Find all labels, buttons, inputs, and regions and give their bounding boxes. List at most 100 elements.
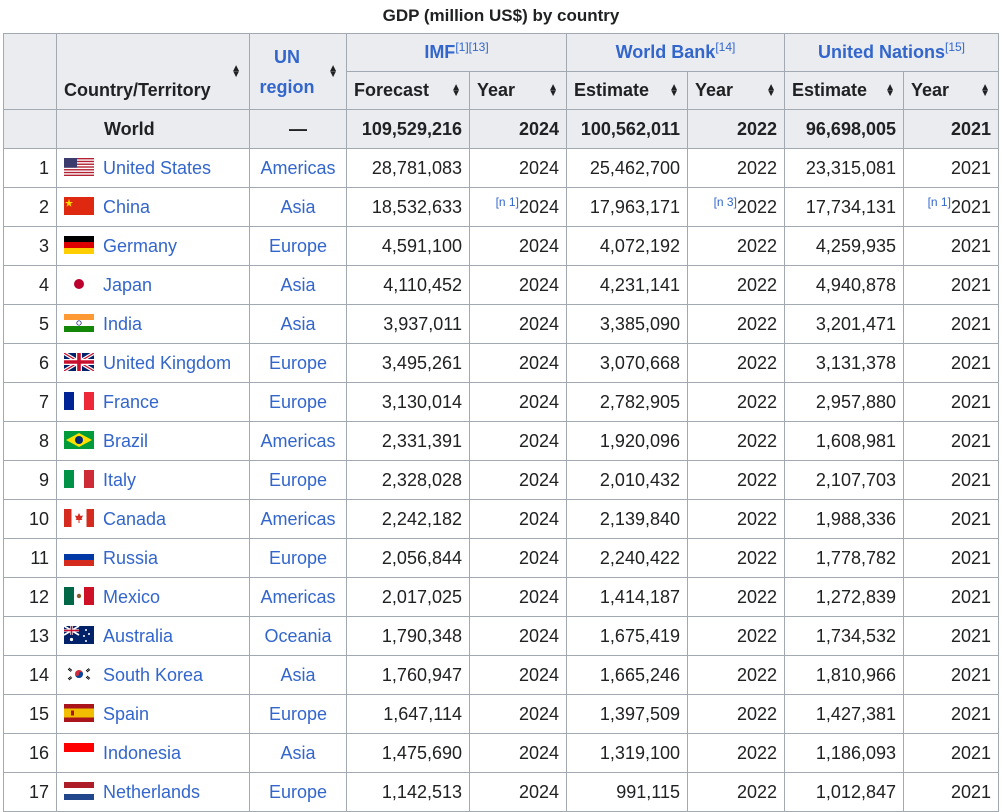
wb-year-cell: 2022: [687, 733, 785, 773]
un-estimate-header[interactable]: Estimate ▲ ▼: [784, 71, 904, 110]
header-row-1: Country/Territory ▲ ▼ UN region ▲ ▼ IMF[1]…: [3, 33, 999, 110]
country-link[interactable]: India: [103, 313, 143, 334]
imf-value-cell: 3,130,014: [346, 382, 470, 422]
region-cell: Americas: [249, 148, 347, 188]
sort-icon[interactable]: ▲ ▼: [669, 81, 679, 99]
country-link[interactable]: United Kingdom: [103, 352, 232, 373]
region-link[interactable]: Asia: [280, 274, 316, 295]
region-link[interactable]: Americas: [260, 430, 336, 451]
imf-year-cell: 2024: [469, 421, 567, 461]
country-link[interactable]: China: [103, 196, 151, 217]
region-link[interactable]: Europe: [268, 469, 328, 490]
un-year-cell: 2021: [903, 226, 999, 266]
footnote-link[interactable]: [n 3]: [713, 194, 737, 209]
region-link[interactable]: Europe: [268, 391, 328, 412]
sort-icon[interactable]: ▲ ▼: [231, 62, 241, 80]
united-nations-refs[interactable]: [15]: [945, 40, 966, 54]
region-link[interactable]: Americas: [260, 586, 336, 607]
region-cell: Europe: [249, 226, 347, 266]
wb-value-cell: 25,462,700: [566, 148, 688, 188]
imf-refs[interactable]: [1][13]: [455, 40, 489, 54]
world-bank-group-header: World Bank[14]: [566, 33, 785, 72]
year-value: 2024: [518, 781, 559, 802]
country-cell: Australia: [56, 616, 250, 656]
table-row: 10 Canada Americas 2,242,182 2024 2,139,840 20…: [3, 499, 999, 539]
un-year-header[interactable]: Year ▲ ▼: [903, 71, 999, 110]
mx-flag-icon: [64, 587, 96, 607]
un-value-cell: 2,957,880: [784, 382, 904, 422]
region-link[interactable]: Americas: [260, 508, 336, 529]
table-row: 14 South Korea Asia 1,760,947 2024 1,665,246 2…: [3, 655, 999, 695]
sort-icon[interactable]: ▲ ▼: [885, 81, 895, 99]
sort-icon[interactable]: ▲ ▼: [548, 81, 558, 99]
country-link[interactable]: Brazil: [103, 430, 149, 451]
world-wb-value: 100,562,011: [566, 109, 688, 149]
year-value: 2024: [518, 703, 559, 724]
imf-link[interactable]: IMF: [424, 42, 456, 62]
country-link[interactable]: South Korea: [103, 664, 204, 685]
country-column-header[interactable]: Country/Territory ▲ ▼: [56, 33, 250, 110]
imf-year-cell: 2024: [469, 577, 567, 617]
un-region-column-header[interactable]: UN region ▲ ▼: [249, 33, 347, 110]
footnote-link[interactable]: [n 1]: [495, 194, 519, 209]
country-link[interactable]: Indonesia: [103, 742, 182, 763]
country-link[interactable]: Spain: [103, 703, 150, 724]
wb-year-cell: 2022: [687, 655, 785, 695]
sort-icon[interactable]: ▲ ▼: [766, 81, 776, 99]
country-cell: France: [56, 382, 250, 422]
es-flag-icon: [64, 704, 96, 724]
country-cell: India: [56, 304, 250, 344]
region-link[interactable]: Europe: [268, 235, 328, 256]
jp-flag-icon: [64, 275, 96, 295]
region-link[interactable]: Oceania: [264, 625, 332, 646]
wb-estimate-header[interactable]: Estimate ▲ ▼: [566, 71, 688, 110]
wb-year-cell: 2022: [687, 694, 785, 734]
year-value: 2022: [736, 625, 777, 646]
country-link[interactable]: Australia: [103, 625, 174, 646]
imf-year-cell: 2024: [469, 733, 567, 773]
year-value: 2021: [950, 391, 991, 412]
country-link[interactable]: United States: [103, 157, 212, 178]
country-cell: Germany: [56, 226, 250, 266]
sort-icon[interactable]: ▲ ▼: [980, 81, 990, 99]
footnote-link[interactable]: [n 1]: [927, 194, 951, 209]
country-link[interactable]: France: [103, 391, 160, 412]
wb-value-cell: 4,072,192: [566, 226, 688, 266]
imf-year-cell: 2024: [469, 265, 567, 305]
region-link[interactable]: Europe: [268, 781, 328, 802]
wb-year-header[interactable]: Year ▲ ▼: [687, 71, 785, 110]
region-link[interactable]: Europe: [268, 547, 328, 568]
year-value: 2021: [950, 664, 991, 685]
region-cell: Asia: [249, 187, 347, 227]
region-link[interactable]: Asia: [280, 196, 316, 217]
year-value: 2022: [736, 196, 777, 217]
un-value-cell: 1,272,839: [784, 577, 904, 617]
country-link[interactable]: Canada: [103, 508, 167, 529]
region-link[interactable]: Asia: [280, 742, 316, 763]
region-link[interactable]: Europe: [268, 352, 328, 373]
country-link[interactable]: Germany: [103, 235, 178, 256]
imf-forecast-header[interactable]: Forecast ▲ ▼: [346, 71, 470, 110]
country-link[interactable]: Japan: [103, 274, 153, 295]
country-link[interactable]: Mexico: [103, 586, 161, 607]
world-bank-refs[interactable]: [14]: [715, 40, 736, 54]
imf-value-cell: 4,110,452: [346, 265, 470, 305]
imf-year-header[interactable]: Year ▲ ▼: [469, 71, 567, 110]
region-link[interactable]: Europe: [268, 703, 328, 724]
sort-icon[interactable]: ▲ ▼: [328, 62, 338, 80]
region-link[interactable]: Asia: [280, 313, 316, 334]
year-value: 2024: [518, 430, 559, 451]
country-cell: United Kingdom: [56, 343, 250, 383]
country-link[interactable]: Russia: [103, 547, 159, 568]
country-link[interactable]: Italy: [103, 469, 137, 490]
region-link[interactable]: Asia: [280, 664, 316, 685]
wb-year-cell: 2022: [687, 538, 785, 578]
imf-value-cell: 1,790,348: [346, 616, 470, 656]
region-link[interactable]: Americas: [260, 157, 336, 178]
country-link[interactable]: Netherlands: [103, 781, 201, 802]
un-region-link[interactable]: UN region: [259, 46, 315, 97]
year-value: 2022: [736, 157, 777, 178]
sort-icon[interactable]: ▲ ▼: [451, 81, 461, 99]
world-bank-link[interactable]: World Bank: [615, 42, 716, 62]
united-nations-link[interactable]: United Nations: [817, 42, 945, 62]
